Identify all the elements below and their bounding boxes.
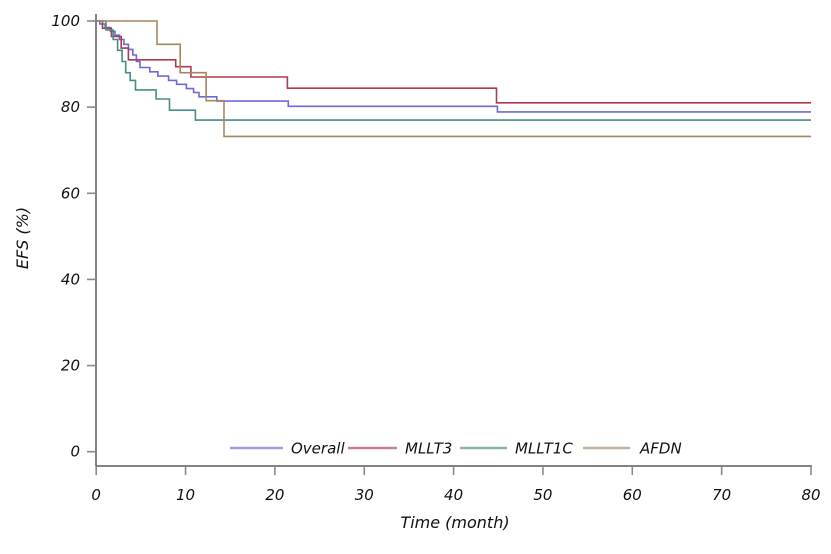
series-line-mllt1c — [96, 20, 811, 121]
y-axis-title: EFS (%) — [13, 207, 32, 269]
x-tick-label: 30 — [355, 486, 374, 504]
x-tick-label: 10 — [176, 486, 195, 504]
x-tick-label: 0 — [91, 486, 101, 504]
x-axis-title: Time (month) — [400, 513, 509, 532]
y-tick-label: 80 — [61, 98, 80, 116]
x-tick-label: 70 — [712, 486, 731, 504]
x-tick-label: 20 — [265, 486, 284, 504]
x-tick-label: 40 — [444, 486, 463, 504]
x-tick-label: 80 — [801, 486, 820, 504]
legend-label-overall: Overall — [291, 440, 345, 458]
y-tick-label: 60 — [61, 184, 80, 202]
legend-label-mllt1c: MLLT1C — [515, 440, 573, 458]
legend-label-afdn: AFDN — [639, 440, 682, 458]
series-line-afdn — [96, 20, 811, 138]
series-line-mllt3 — [96, 20, 811, 104]
y-tick-label: 0 — [70, 443, 80, 461]
legend-label-mllt3: MLLT3 — [405, 440, 452, 458]
x-tick-label: 50 — [533, 486, 552, 504]
series-line-overall — [96, 20, 811, 113]
y-tick-label: 40 — [61, 270, 80, 288]
x-tick-label: 60 — [623, 486, 642, 504]
y-tick-label: 100 — [51, 12, 80, 30]
y-tick-label: 20 — [61, 357, 80, 375]
